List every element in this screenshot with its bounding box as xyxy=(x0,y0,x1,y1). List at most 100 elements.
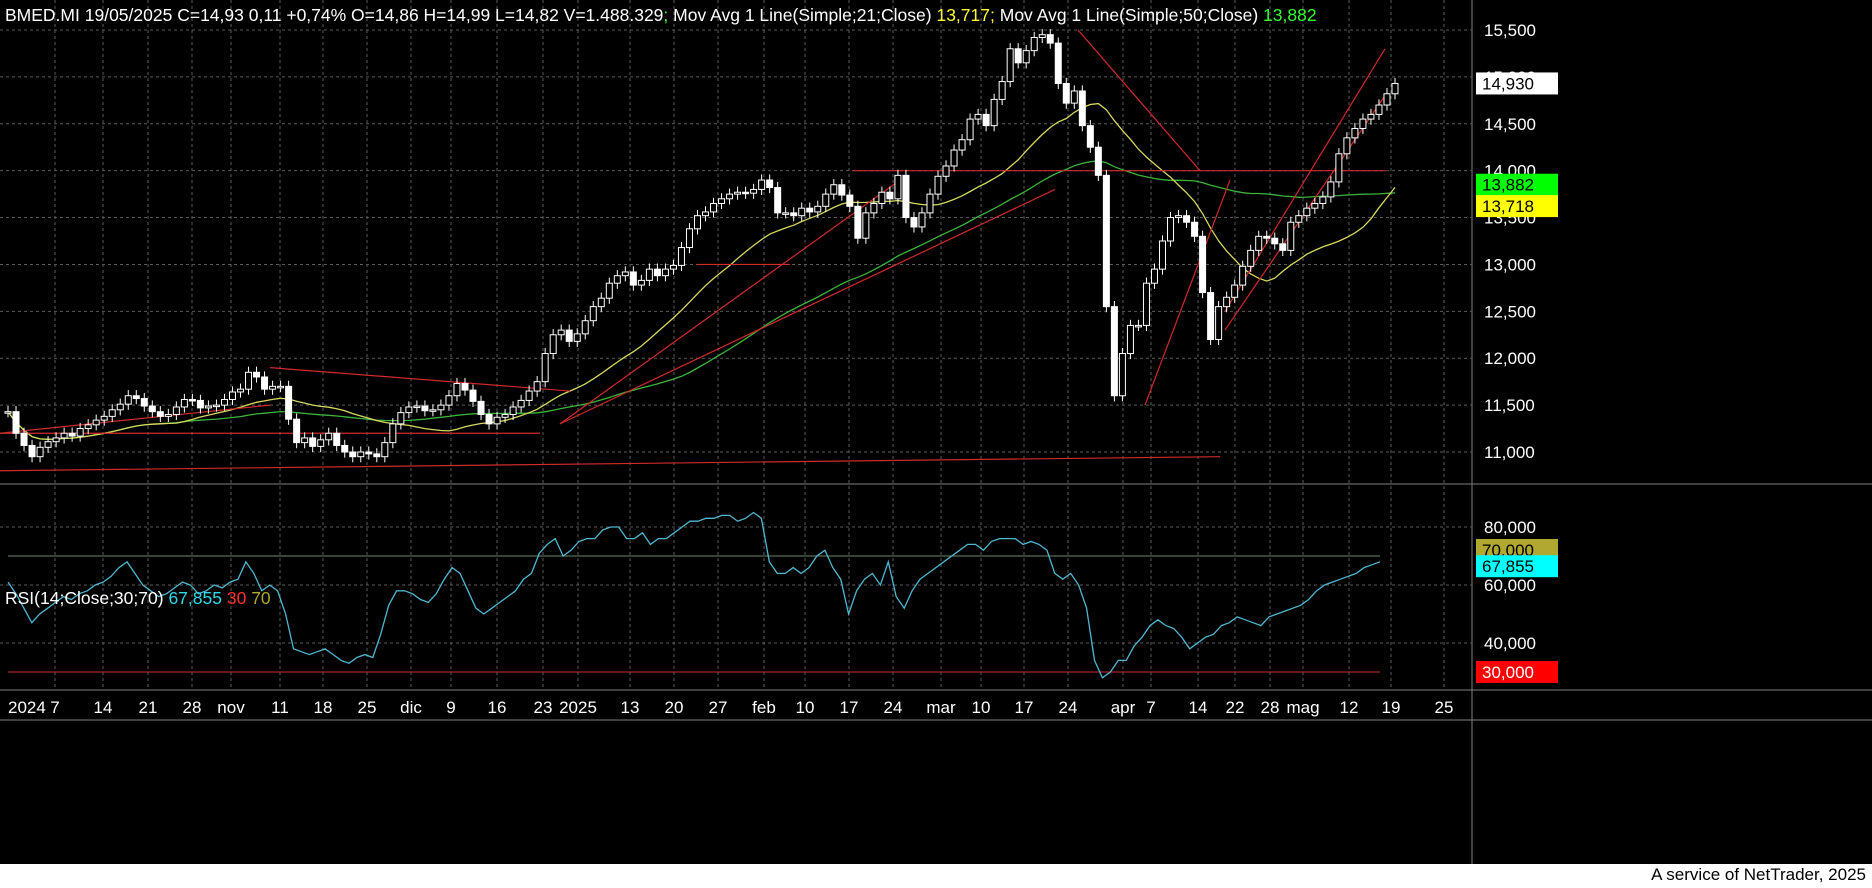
candle-body xyxy=(1367,113,1375,120)
candle-body xyxy=(830,184,838,195)
candle-body xyxy=(4,411,12,414)
candle-body xyxy=(1271,237,1279,245)
candle-body xyxy=(886,191,894,200)
candle-body xyxy=(237,388,245,393)
x-tick-label: 27 xyxy=(709,698,728,717)
x-tick-label: 20 xyxy=(665,698,684,717)
candle-body xyxy=(1359,118,1367,129)
candle-body xyxy=(1247,249,1255,267)
candle-body xyxy=(1094,146,1102,176)
x-tick-label: 7 xyxy=(1146,698,1155,717)
candle-body xyxy=(469,389,477,402)
candle-body xyxy=(870,202,878,214)
ma21-line xyxy=(7,102,1396,440)
candle-body xyxy=(285,385,293,420)
candle-body xyxy=(148,405,156,413)
candle-body xyxy=(76,428,84,437)
candle-body xyxy=(790,212,798,217)
trendline xyxy=(0,456,1221,472)
candle-body xyxy=(693,215,701,230)
candle-body xyxy=(629,271,637,286)
ma21-value: 13,717 xyxy=(936,5,990,25)
candle-body xyxy=(1046,34,1054,44)
candle-body xyxy=(301,437,309,444)
candle-body xyxy=(1022,50,1030,64)
candle-body xyxy=(702,211,710,217)
candle-body xyxy=(1158,240,1166,270)
candle-body xyxy=(1118,353,1126,397)
candle-body xyxy=(846,194,854,207)
x-tick-label: 7 xyxy=(50,698,59,717)
x-tick-label: 10 xyxy=(972,698,991,717)
candle-body xyxy=(1183,215,1191,223)
trendline xyxy=(559,179,901,425)
x-tick-label: mar xyxy=(926,698,956,717)
trendline xyxy=(1144,179,1231,406)
candle-body xyxy=(934,175,942,195)
candle-body xyxy=(854,205,862,239)
candle-body xyxy=(742,191,750,195)
x-tick-label: 21 xyxy=(139,698,158,717)
candle-body xyxy=(1175,215,1183,219)
candle-body xyxy=(894,174,902,200)
candle-body xyxy=(389,423,397,444)
x-tick-label: nov xyxy=(217,698,245,717)
candle-body xyxy=(381,442,389,458)
x-tick-label: 28 xyxy=(1261,698,1280,717)
candle-body xyxy=(750,188,758,194)
x-tick-label: 2025 xyxy=(559,698,597,717)
candle-body xyxy=(1303,207,1311,217)
x-tick-label: 23 xyxy=(534,698,553,717)
candle-body xyxy=(212,404,220,408)
candle-body xyxy=(1215,306,1223,340)
ma50-tag: 13,882 xyxy=(1482,176,1534,195)
x-tick-label: 10 xyxy=(796,698,815,717)
candle-body xyxy=(325,432,333,441)
candle-body xyxy=(453,383,461,397)
candle-body xyxy=(44,441,52,448)
candle-body xyxy=(485,413,493,425)
ohlc-text: C=14,93 0,11 +0,74% O=14,86 H=14,99 L=14… xyxy=(177,5,664,25)
candle-body xyxy=(950,149,958,167)
candle-body xyxy=(1070,90,1078,104)
x-tick-label: 16 xyxy=(488,698,507,717)
candle-body xyxy=(902,174,910,219)
candle-body xyxy=(1335,153,1343,183)
candle-body xyxy=(798,207,806,217)
candle-body xyxy=(1199,235,1207,294)
candle-body xyxy=(1134,324,1142,328)
rsi-last-tag-bg xyxy=(1476,555,1558,578)
candle-body xyxy=(228,391,236,400)
rsi-tick-label: 60,000 xyxy=(1484,576,1536,595)
candle-body xyxy=(1263,235,1271,239)
separator: ; xyxy=(663,5,669,25)
candle-body xyxy=(1086,125,1094,148)
candle-body xyxy=(589,306,597,322)
x-tick-label: 22 xyxy=(1226,698,1245,717)
rsi-last-tag: 67,855 xyxy=(1482,557,1534,576)
candle-body xyxy=(1014,48,1022,64)
candle-body xyxy=(766,179,774,189)
candle-body xyxy=(1191,221,1199,237)
candle-body xyxy=(180,398,188,408)
candle-body xyxy=(1110,306,1118,397)
candle-body xyxy=(517,399,525,408)
candle-body xyxy=(1231,284,1239,298)
candle-body xyxy=(493,416,501,425)
rsi-value: 67,855 xyxy=(168,588,222,608)
candle-body xyxy=(220,398,228,406)
candle-body xyxy=(549,334,557,355)
rsi-label: RSI(14;Close;30;70) xyxy=(5,588,164,608)
candle-body xyxy=(597,297,605,308)
candle-body xyxy=(613,275,621,284)
candle-body xyxy=(718,198,726,204)
candle-body xyxy=(1327,181,1335,198)
candle-body xyxy=(621,271,629,277)
x-tick-label: 13 xyxy=(621,698,640,717)
candle-body xyxy=(669,264,677,270)
date: 19/05/2025 xyxy=(84,5,173,25)
candle-body xyxy=(124,395,132,405)
last-price-tag-bg xyxy=(1476,72,1558,95)
candle-body xyxy=(60,432,68,439)
